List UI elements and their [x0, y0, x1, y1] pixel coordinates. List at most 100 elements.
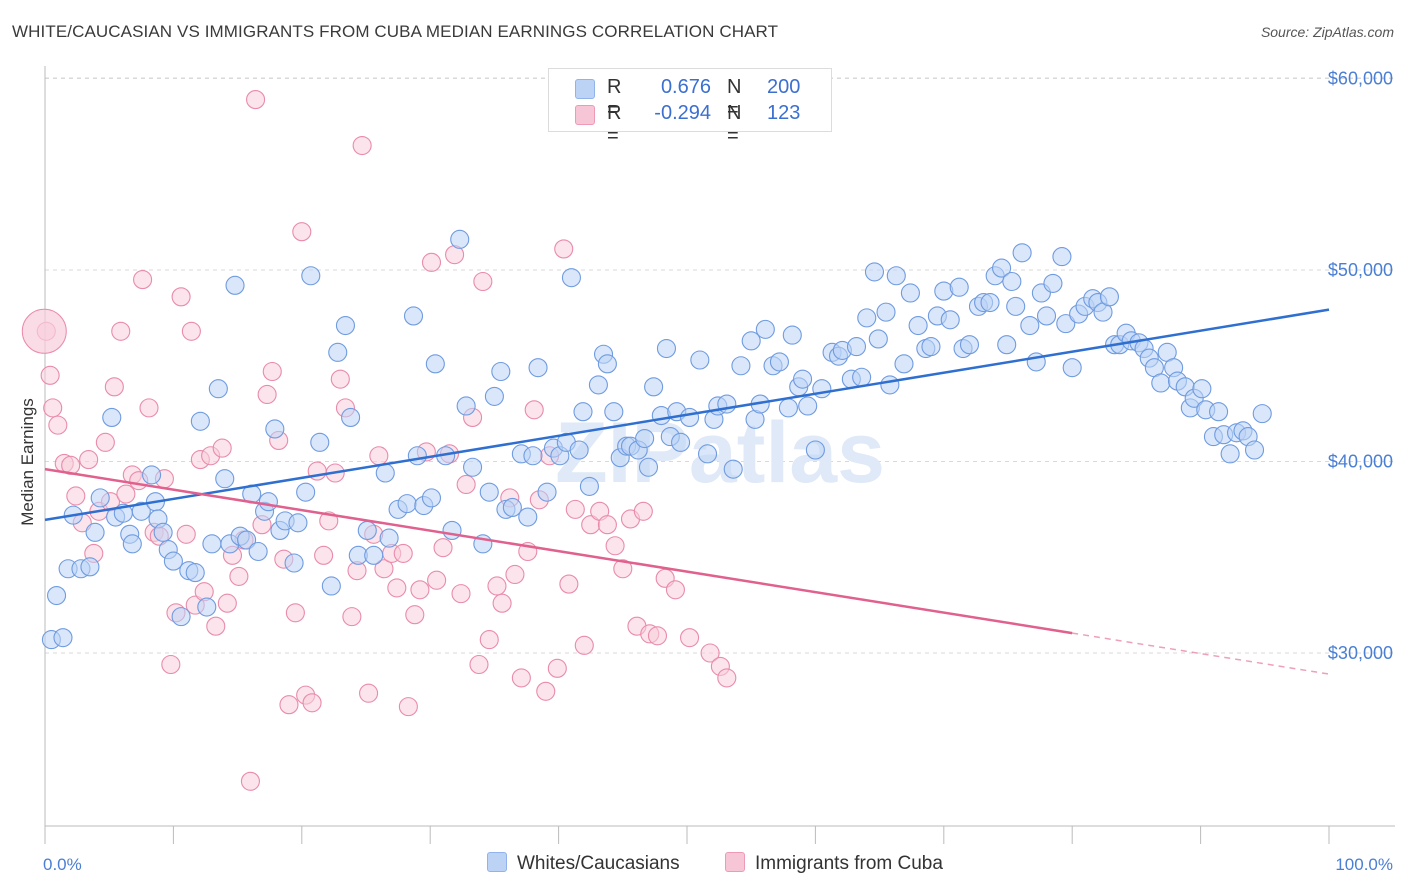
white-point: [635, 428, 655, 449]
cuba-point: [139, 398, 159, 418]
white-point: [248, 541, 268, 562]
white-point: [959, 335, 980, 355]
white-point: [1252, 404, 1272, 424]
white-point: [1043, 273, 1063, 293]
white-point: [90, 488, 110, 508]
white-point: [450, 229, 470, 249]
cuba-point: [212, 438, 232, 458]
cuba-point: [511, 668, 531, 688]
white-point: [1012, 243, 1032, 263]
cuba-point: [257, 384, 277, 405]
cuba-point: [302, 693, 322, 713]
white-point: [237, 530, 257, 550]
white-point: [1056, 314, 1076, 334]
cuba-point: [565, 499, 585, 519]
cuba-point: [181, 321, 201, 341]
cuba-point: [473, 271, 493, 292]
cuba-point: [292, 222, 312, 242]
white-point: [1062, 358, 1082, 378]
cuba-point: [279, 695, 299, 715]
white-point: [258, 492, 278, 512]
white-point: [225, 275, 245, 295]
cuba-point: [456, 474, 476, 495]
y-axis-label: Median Earnings: [18, 398, 37, 526]
white-point: [1099, 287, 1119, 307]
white-point: [1006, 296, 1026, 316]
cuba-point: [574, 635, 594, 655]
white-point: [328, 342, 348, 362]
white-point: [208, 379, 228, 399]
grid-lines: [45, 77, 1395, 654]
cuba-point: [717, 668, 737, 688]
white-point: [364, 545, 384, 565]
cuba-trend-line-extrapolated: [1072, 632, 1330, 675]
x-tick-labels: 0.0% 100.0%: [43, 855, 1393, 874]
white-point: [949, 277, 969, 297]
cuba-point: [352, 135, 372, 156]
white-point: [153, 522, 173, 542]
legend-n-value: 200: [767, 76, 801, 98]
bottom-legend-swatch-cuba: [725, 852, 745, 872]
white-point: [463, 457, 483, 477]
white-point: [894, 354, 914, 374]
cuba-point: [79, 450, 99, 470]
legend-n-label: N =: [727, 76, 742, 121]
white-point: [1002, 271, 1022, 292]
cuba-trend-line: [44, 467, 1073, 635]
white-point: [102, 407, 122, 428]
white-point: [680, 407, 700, 428]
bottom-legend-swatch-white: [487, 852, 507, 872]
cuba-point: [605, 536, 625, 556]
correlation-legend: R = 0.676 N = 200 R = -0.294 N = 123: [548, 68, 832, 147]
white-point: [997, 335, 1017, 355]
bottom-legend-cuba: Immigrants from Cuba: [725, 852, 943, 875]
cuba-points: [21, 90, 737, 791]
white-point: [723, 459, 743, 479]
white-point: [442, 520, 462, 540]
white-point: [537, 482, 557, 502]
cuba-point: [229, 566, 249, 586]
cuba-point: [700, 643, 720, 663]
white-point: [671, 432, 691, 452]
white-point: [407, 446, 427, 466]
white-point: [528, 358, 548, 378]
white-point: [341, 407, 361, 428]
white-point: [638, 457, 659, 477]
legend-r-label: R =: [607, 76, 622, 121]
white-point: [876, 302, 896, 322]
white-point: [190, 411, 210, 431]
white-point: [284, 553, 304, 573]
white-point: [857, 308, 877, 328]
white-point: [731, 356, 751, 376]
white-point: [604, 402, 624, 422]
white-point: [755, 319, 775, 339]
cuba-point: [647, 626, 668, 646]
legend-n-label: N =: [727, 102, 742, 147]
white-point: [403, 306, 424, 326]
bottom-legend-label-white: Whites/Caucasians: [517, 853, 680, 874]
y-tick-label: $30,000: [1328, 643, 1393, 663]
white-point: [880, 375, 900, 395]
white-point: [185, 563, 205, 583]
cuba-point: [374, 559, 394, 579]
y-tick-labels: $30,000 $40,000 $50,000 $60,000: [1328, 69, 1393, 664]
white-point: [1020, 315, 1040, 336]
white-point: [375, 463, 395, 483]
cuba-point: [285, 603, 305, 623]
white-point: [1151, 373, 1171, 393]
cuba-point: [665, 580, 685, 600]
white-point: [288, 513, 308, 533]
white-point: [1192, 379, 1212, 399]
cuba-point: [505, 564, 525, 585]
bottom-legend-white: Whites/Caucasians: [487, 852, 680, 875]
white-point: [886, 266, 906, 286]
axes: [44, 66, 1395, 844]
cuba-point: [393, 543, 413, 563]
white-point: [864, 262, 885, 282]
white-point: [197, 597, 217, 617]
white-point: [812, 379, 832, 399]
white-point: [202, 534, 222, 554]
white-point: [741, 331, 761, 351]
white-point: [379, 528, 399, 548]
cuba-point: [161, 654, 181, 675]
